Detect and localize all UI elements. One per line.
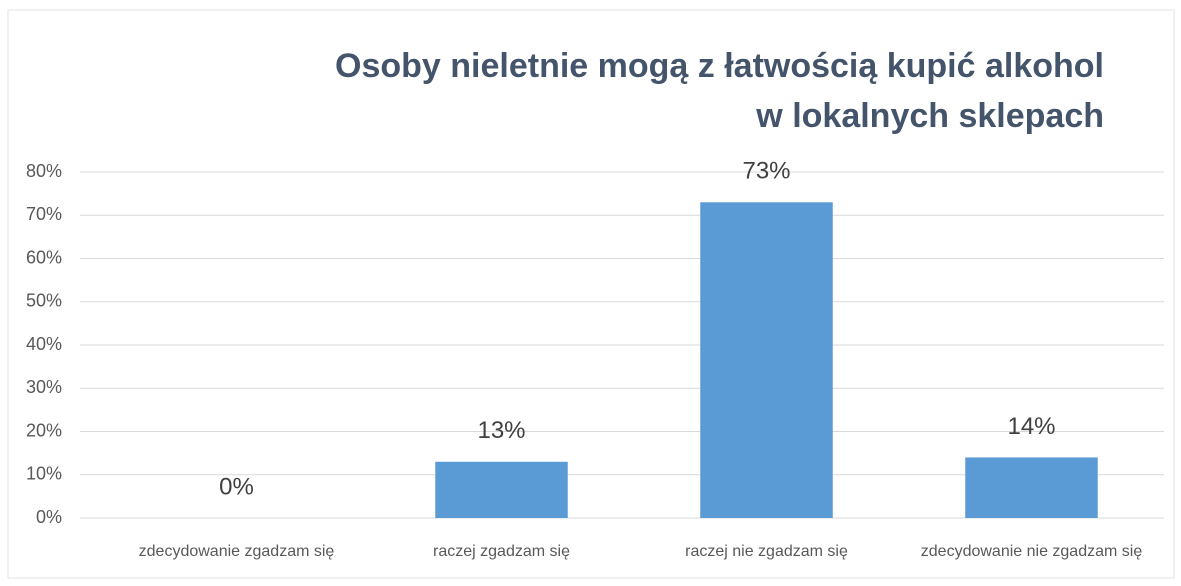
y-tick-label: 30% (26, 377, 62, 397)
y-tick-label: 20% (26, 420, 62, 440)
data-label: 73% (742, 158, 790, 185)
y-tick-label: 70% (26, 204, 62, 224)
chart-title: Osoby nieletnie mogą z łatwością kupić a… (335, 47, 1104, 85)
y-tick-label: 40% (26, 334, 62, 354)
data-label: 0% (219, 473, 254, 500)
data-label: 14% (1007, 413, 1055, 440)
y-tick-label: 10% (26, 464, 62, 484)
data-label: 13% (477, 417, 525, 444)
x-tick-label: raczej zgadzam się (433, 543, 570, 560)
x-tick-label: zdecydowanie zgadzam się (139, 543, 335, 560)
bar (435, 461, 568, 518)
y-tick-label: 80% (26, 161, 62, 181)
y-tick-label: 0% (36, 507, 62, 527)
y-tick-label: 50% (26, 291, 62, 311)
bar (965, 457, 1098, 518)
chart-title: w lokalnych sklepach (755, 97, 1104, 135)
y-tick-label: 60% (26, 247, 62, 267)
x-tick-label: raczej nie zgadzam się (685, 543, 848, 560)
bar (700, 202, 833, 518)
x-tick-label: zdecydowanie nie zgadzam się (921, 543, 1143, 560)
